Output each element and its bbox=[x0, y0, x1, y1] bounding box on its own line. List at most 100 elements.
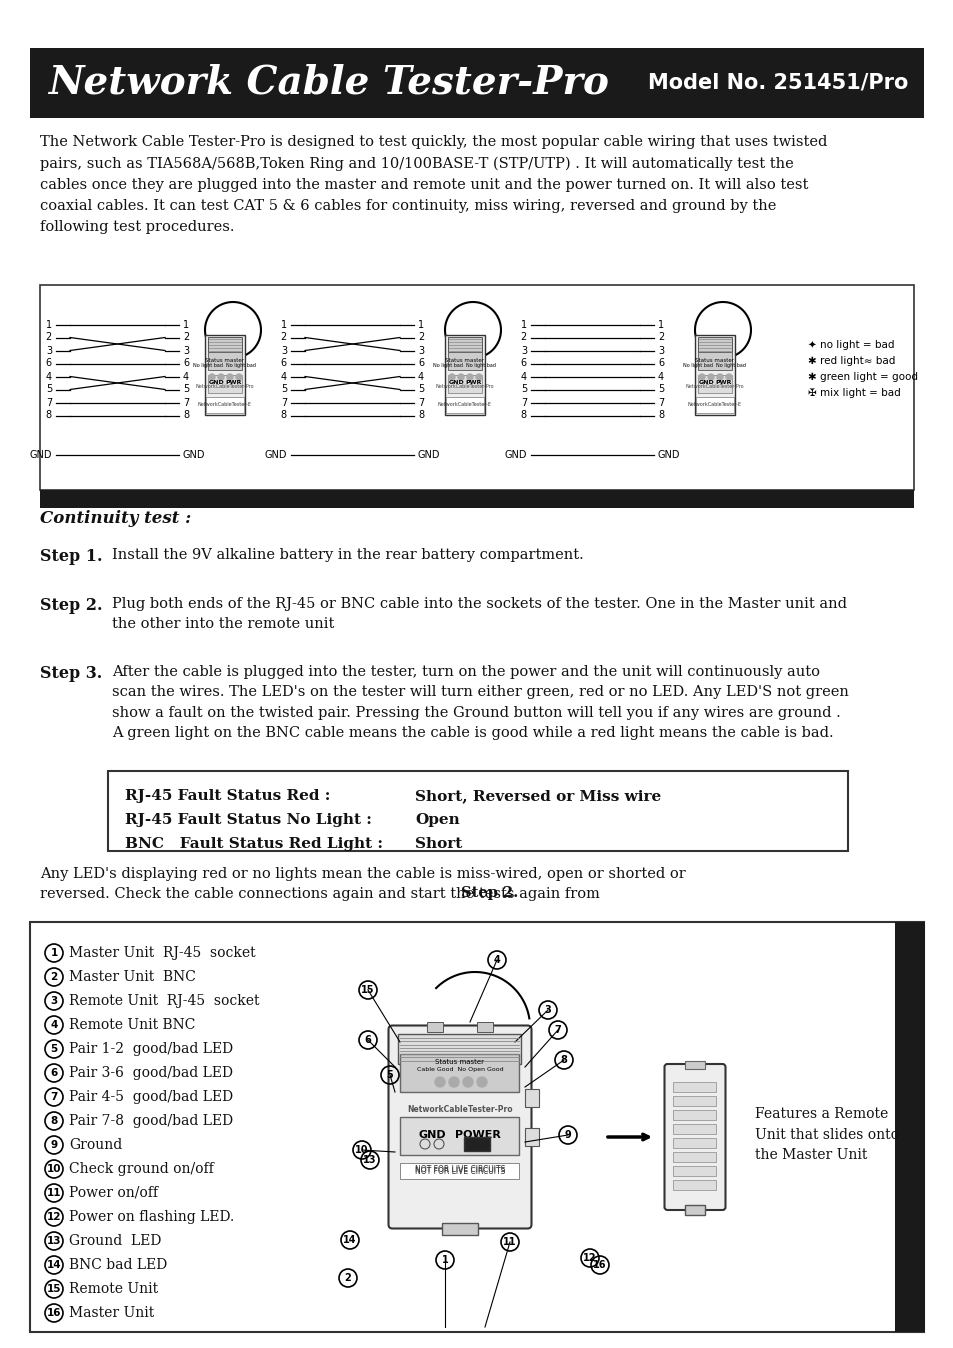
Circle shape bbox=[227, 373, 233, 380]
Text: ✦ no light = bad: ✦ no light = bad bbox=[807, 340, 894, 350]
Circle shape bbox=[699, 373, 704, 380]
Text: 1: 1 bbox=[520, 319, 526, 329]
Text: Step 2.: Step 2. bbox=[40, 597, 102, 613]
Text: 1: 1 bbox=[183, 319, 189, 329]
Bar bbox=[525, 1089, 539, 1107]
Text: Master Unit  RJ-45  socket: Master Unit RJ-45 socket bbox=[69, 946, 255, 960]
Text: Ground  LED: Ground LED bbox=[69, 1233, 161, 1248]
Text: 11: 11 bbox=[503, 1237, 517, 1247]
Text: PWR: PWR bbox=[715, 380, 731, 386]
Text: Short, Reversed or Miss wire: Short, Reversed or Miss wire bbox=[415, 789, 660, 803]
Text: 6: 6 bbox=[46, 359, 52, 368]
Bar bbox=[208, 337, 242, 353]
Circle shape bbox=[419, 1139, 430, 1148]
Text: ✱ red light≈ bad: ✱ red light≈ bad bbox=[807, 356, 895, 367]
Text: 7: 7 bbox=[51, 1092, 57, 1103]
Bar bbox=[40, 491, 913, 508]
Bar bbox=[441, 1223, 477, 1235]
Text: 5: 5 bbox=[46, 384, 52, 395]
Text: 5: 5 bbox=[183, 384, 189, 395]
Circle shape bbox=[434, 1139, 443, 1148]
Text: Step 3.: Step 3. bbox=[40, 665, 102, 682]
Text: BNC bad LED: BNC bad LED bbox=[69, 1258, 167, 1273]
Bar bbox=[446, 398, 483, 412]
FancyBboxPatch shape bbox=[388, 1026, 531, 1228]
Text: 5: 5 bbox=[280, 384, 287, 395]
Circle shape bbox=[476, 373, 481, 380]
Text: 10: 10 bbox=[355, 1144, 369, 1155]
Text: 8: 8 bbox=[658, 411, 663, 421]
Bar bbox=[695, 336, 734, 415]
Circle shape bbox=[449, 1077, 458, 1086]
Text: GND: GND bbox=[183, 450, 205, 460]
Text: 6: 6 bbox=[364, 1035, 371, 1045]
Text: 2: 2 bbox=[344, 1273, 351, 1283]
Text: 2: 2 bbox=[46, 333, 52, 342]
Text: GND: GND bbox=[209, 380, 225, 386]
Text: 3: 3 bbox=[183, 345, 189, 356]
Text: 6: 6 bbox=[417, 359, 424, 368]
Bar bbox=[673, 1124, 716, 1134]
Text: Model No. 251451/Pro: Model No. 251451/Pro bbox=[647, 73, 907, 93]
Text: No light bad  No light bad: No light bad No light bad bbox=[682, 364, 745, 368]
Text: PWR: PWR bbox=[465, 380, 481, 386]
Bar bbox=[208, 375, 242, 394]
Bar bbox=[696, 398, 733, 412]
Text: Pair 7-8  good/bad LED: Pair 7-8 good/bad LED bbox=[69, 1113, 233, 1128]
Text: Step 1.: Step 1. bbox=[40, 549, 102, 565]
Circle shape bbox=[449, 373, 455, 380]
Text: 8: 8 bbox=[183, 411, 189, 421]
Text: Remote Unit  RJ-45  socket: Remote Unit RJ-45 socket bbox=[69, 993, 259, 1008]
Text: Install the 9V alkaline battery in the rear battery compartment.: Install the 9V alkaline battery in the r… bbox=[112, 549, 583, 562]
Text: 3: 3 bbox=[520, 345, 526, 356]
Text: Status master: Status master bbox=[435, 1060, 484, 1065]
Text: GND: GND bbox=[658, 450, 679, 460]
Text: GND: GND bbox=[449, 380, 464, 386]
Text: Status master: Status master bbox=[205, 359, 244, 364]
Text: Pair 3-6  good/bad LED: Pair 3-6 good/bad LED bbox=[69, 1066, 233, 1080]
Circle shape bbox=[235, 373, 242, 380]
Text: 1: 1 bbox=[280, 319, 287, 329]
Text: NetworkCableTester-Pro: NetworkCableTester-Pro bbox=[407, 1104, 513, 1113]
Text: 1: 1 bbox=[658, 319, 663, 329]
Text: 7: 7 bbox=[183, 398, 189, 407]
Bar bbox=[673, 1153, 716, 1162]
Text: PWR: PWR bbox=[226, 380, 242, 386]
Text: 6: 6 bbox=[520, 359, 526, 368]
Text: 5: 5 bbox=[386, 1070, 393, 1080]
Text: POWER: POWER bbox=[455, 1130, 500, 1140]
Text: Short: Short bbox=[415, 837, 462, 851]
Bar bbox=[205, 336, 245, 415]
Text: 8: 8 bbox=[417, 411, 424, 421]
Text: 6: 6 bbox=[183, 359, 189, 368]
Text: 12: 12 bbox=[47, 1212, 61, 1223]
Text: GND: GND bbox=[417, 450, 440, 460]
Circle shape bbox=[218, 373, 224, 380]
Text: 3: 3 bbox=[417, 345, 424, 356]
Text: 7: 7 bbox=[46, 398, 52, 407]
Bar bbox=[673, 1180, 716, 1190]
Text: 8: 8 bbox=[280, 411, 287, 421]
Text: Master Unit: Master Unit bbox=[69, 1306, 154, 1320]
Text: NetworkCableTester-Pro: NetworkCableTester-Pro bbox=[685, 384, 743, 390]
Text: 11: 11 bbox=[47, 1188, 61, 1198]
Text: 2: 2 bbox=[280, 333, 287, 342]
Circle shape bbox=[717, 373, 722, 380]
Text: 6: 6 bbox=[51, 1068, 57, 1078]
Text: 3: 3 bbox=[51, 996, 57, 1006]
Text: Status master: Status master bbox=[445, 359, 484, 364]
Text: 6: 6 bbox=[658, 359, 663, 368]
Text: 2: 2 bbox=[520, 333, 526, 342]
Text: 8: 8 bbox=[520, 411, 526, 421]
Bar bbox=[525, 1128, 539, 1146]
Bar bbox=[673, 1166, 716, 1175]
Text: 2: 2 bbox=[51, 972, 57, 981]
Text: NOT FOR LIVE CIRCUITS: NOT FOR LIVE CIRCUITS bbox=[415, 1165, 505, 1174]
Bar bbox=[400, 1054, 519, 1092]
Text: 14: 14 bbox=[343, 1235, 356, 1246]
Bar bbox=[108, 771, 847, 851]
Bar bbox=[40, 284, 913, 491]
Bar bbox=[698, 352, 731, 369]
Text: 7: 7 bbox=[554, 1024, 560, 1035]
Text: GND: GND bbox=[699, 380, 714, 386]
